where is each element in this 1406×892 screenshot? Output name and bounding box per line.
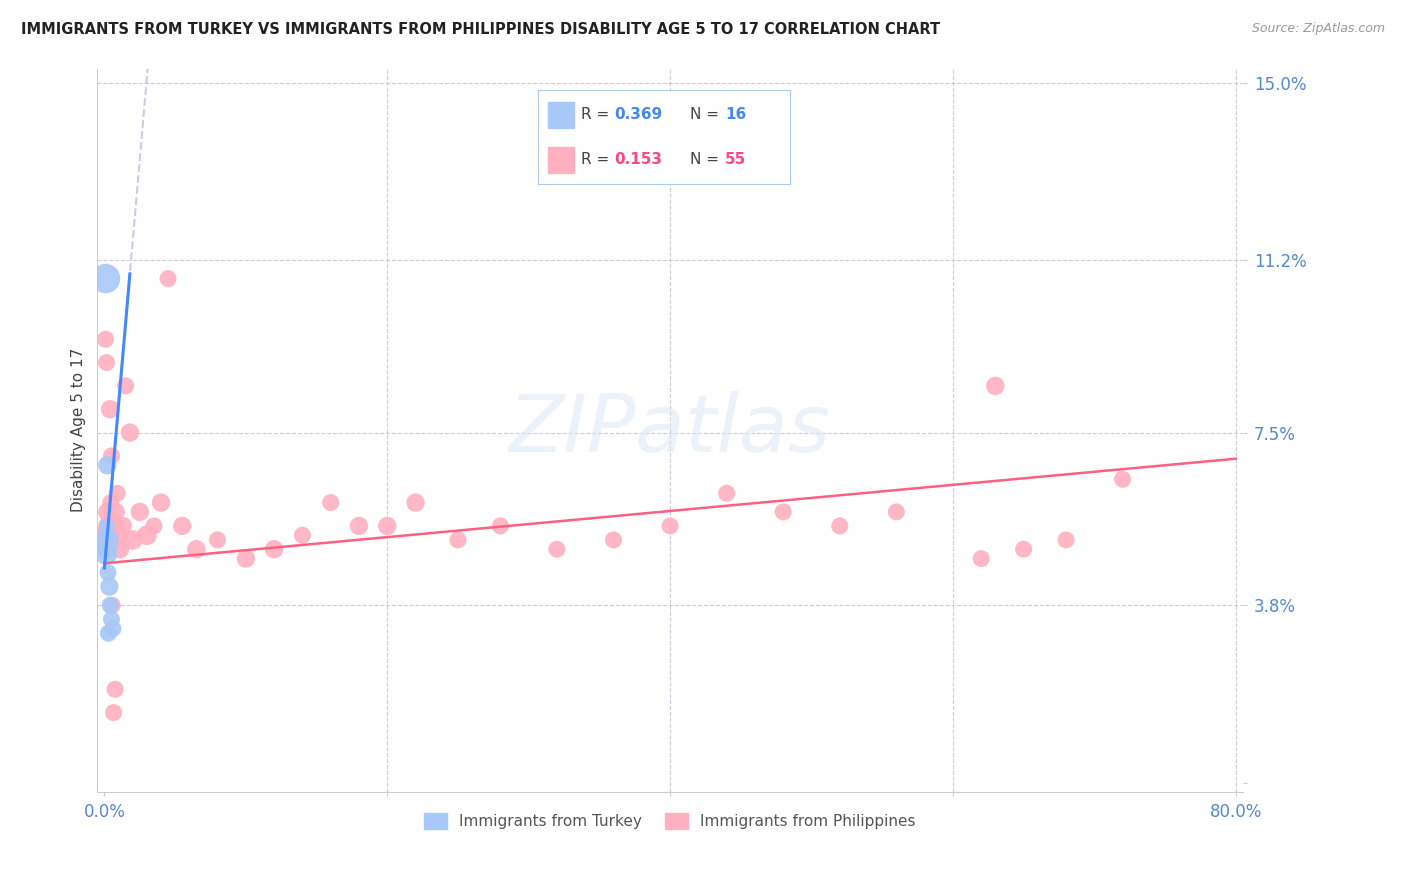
Point: [100, 495, 122, 509]
Point: [347, 519, 370, 533]
Point: [716, 486, 738, 500]
Point: [884, 505, 907, 519]
Point: [98, 402, 121, 417]
Point: [291, 528, 314, 542]
Point: [659, 519, 682, 533]
Point: [96, 505, 118, 519]
Point: [97, 626, 120, 640]
Point: [1012, 542, 1035, 557]
Point: [94, 528, 117, 542]
Text: Source: ZipAtlas.com: Source: ZipAtlas.com: [1251, 22, 1385, 36]
Point: [101, 622, 124, 636]
Point: [98, 528, 121, 542]
Point: [94, 332, 117, 346]
Point: [94, 533, 117, 547]
Point: [97, 533, 120, 547]
Point: [100, 612, 122, 626]
Y-axis label: Disability Age 5 to 17: Disability Age 5 to 17: [72, 348, 86, 512]
Point: [142, 519, 165, 533]
Point: [602, 533, 624, 547]
Point: [135, 528, 157, 542]
Text: ZIPatlas: ZIPatlas: [509, 392, 831, 469]
Point: [104, 505, 127, 519]
Point: [828, 519, 851, 533]
Point: [489, 519, 512, 533]
Point: [319, 495, 342, 509]
Point: [103, 519, 125, 533]
Point: [101, 599, 124, 613]
Point: [118, 425, 141, 440]
Point: [101, 533, 124, 547]
Point: [96, 542, 118, 557]
Point: [94, 542, 117, 557]
Point: [121, 533, 143, 547]
Point: [149, 495, 172, 509]
Point: [111, 519, 134, 533]
Point: [157, 271, 180, 285]
Point: [186, 542, 208, 557]
Point: [97, 519, 120, 533]
Text: IMMIGRANTS FROM TURKEY VS IMMIGRANTS FROM PHILIPPINES DISABILITY AGE 5 TO 17 COR: IMMIGRANTS FROM TURKEY VS IMMIGRANTS FRO…: [21, 22, 941, 37]
Point: [970, 551, 993, 566]
Point: [96, 355, 118, 369]
Point: [100, 449, 122, 463]
Point: [107, 528, 129, 542]
Point: [94, 542, 117, 557]
Point: [96, 524, 118, 538]
Point: [94, 538, 117, 552]
Point: [114, 379, 136, 393]
Point: [546, 542, 568, 557]
Point: [96, 458, 118, 473]
Point: [94, 547, 117, 561]
Point: [235, 551, 257, 566]
Point: [103, 706, 125, 720]
Point: [263, 542, 285, 557]
Point: [172, 519, 194, 533]
Point: [94, 271, 117, 285]
Point: [105, 486, 128, 500]
Point: [98, 599, 121, 613]
Point: [98, 580, 121, 594]
Point: [1111, 472, 1133, 486]
Point: [207, 533, 229, 547]
Point: [128, 505, 150, 519]
Point: [96, 528, 118, 542]
Point: [1054, 533, 1077, 547]
Point: [104, 682, 127, 697]
Legend: Immigrants from Turkey, Immigrants from Philippines: Immigrants from Turkey, Immigrants from …: [418, 806, 922, 835]
Point: [97, 542, 120, 557]
Point: [984, 379, 1007, 393]
Point: [97, 566, 120, 580]
Point: [108, 542, 131, 557]
Point: [447, 533, 470, 547]
Point: [375, 519, 398, 533]
Point: [94, 533, 117, 547]
Point: [96, 519, 118, 533]
Point: [405, 495, 427, 509]
Point: [772, 505, 794, 519]
